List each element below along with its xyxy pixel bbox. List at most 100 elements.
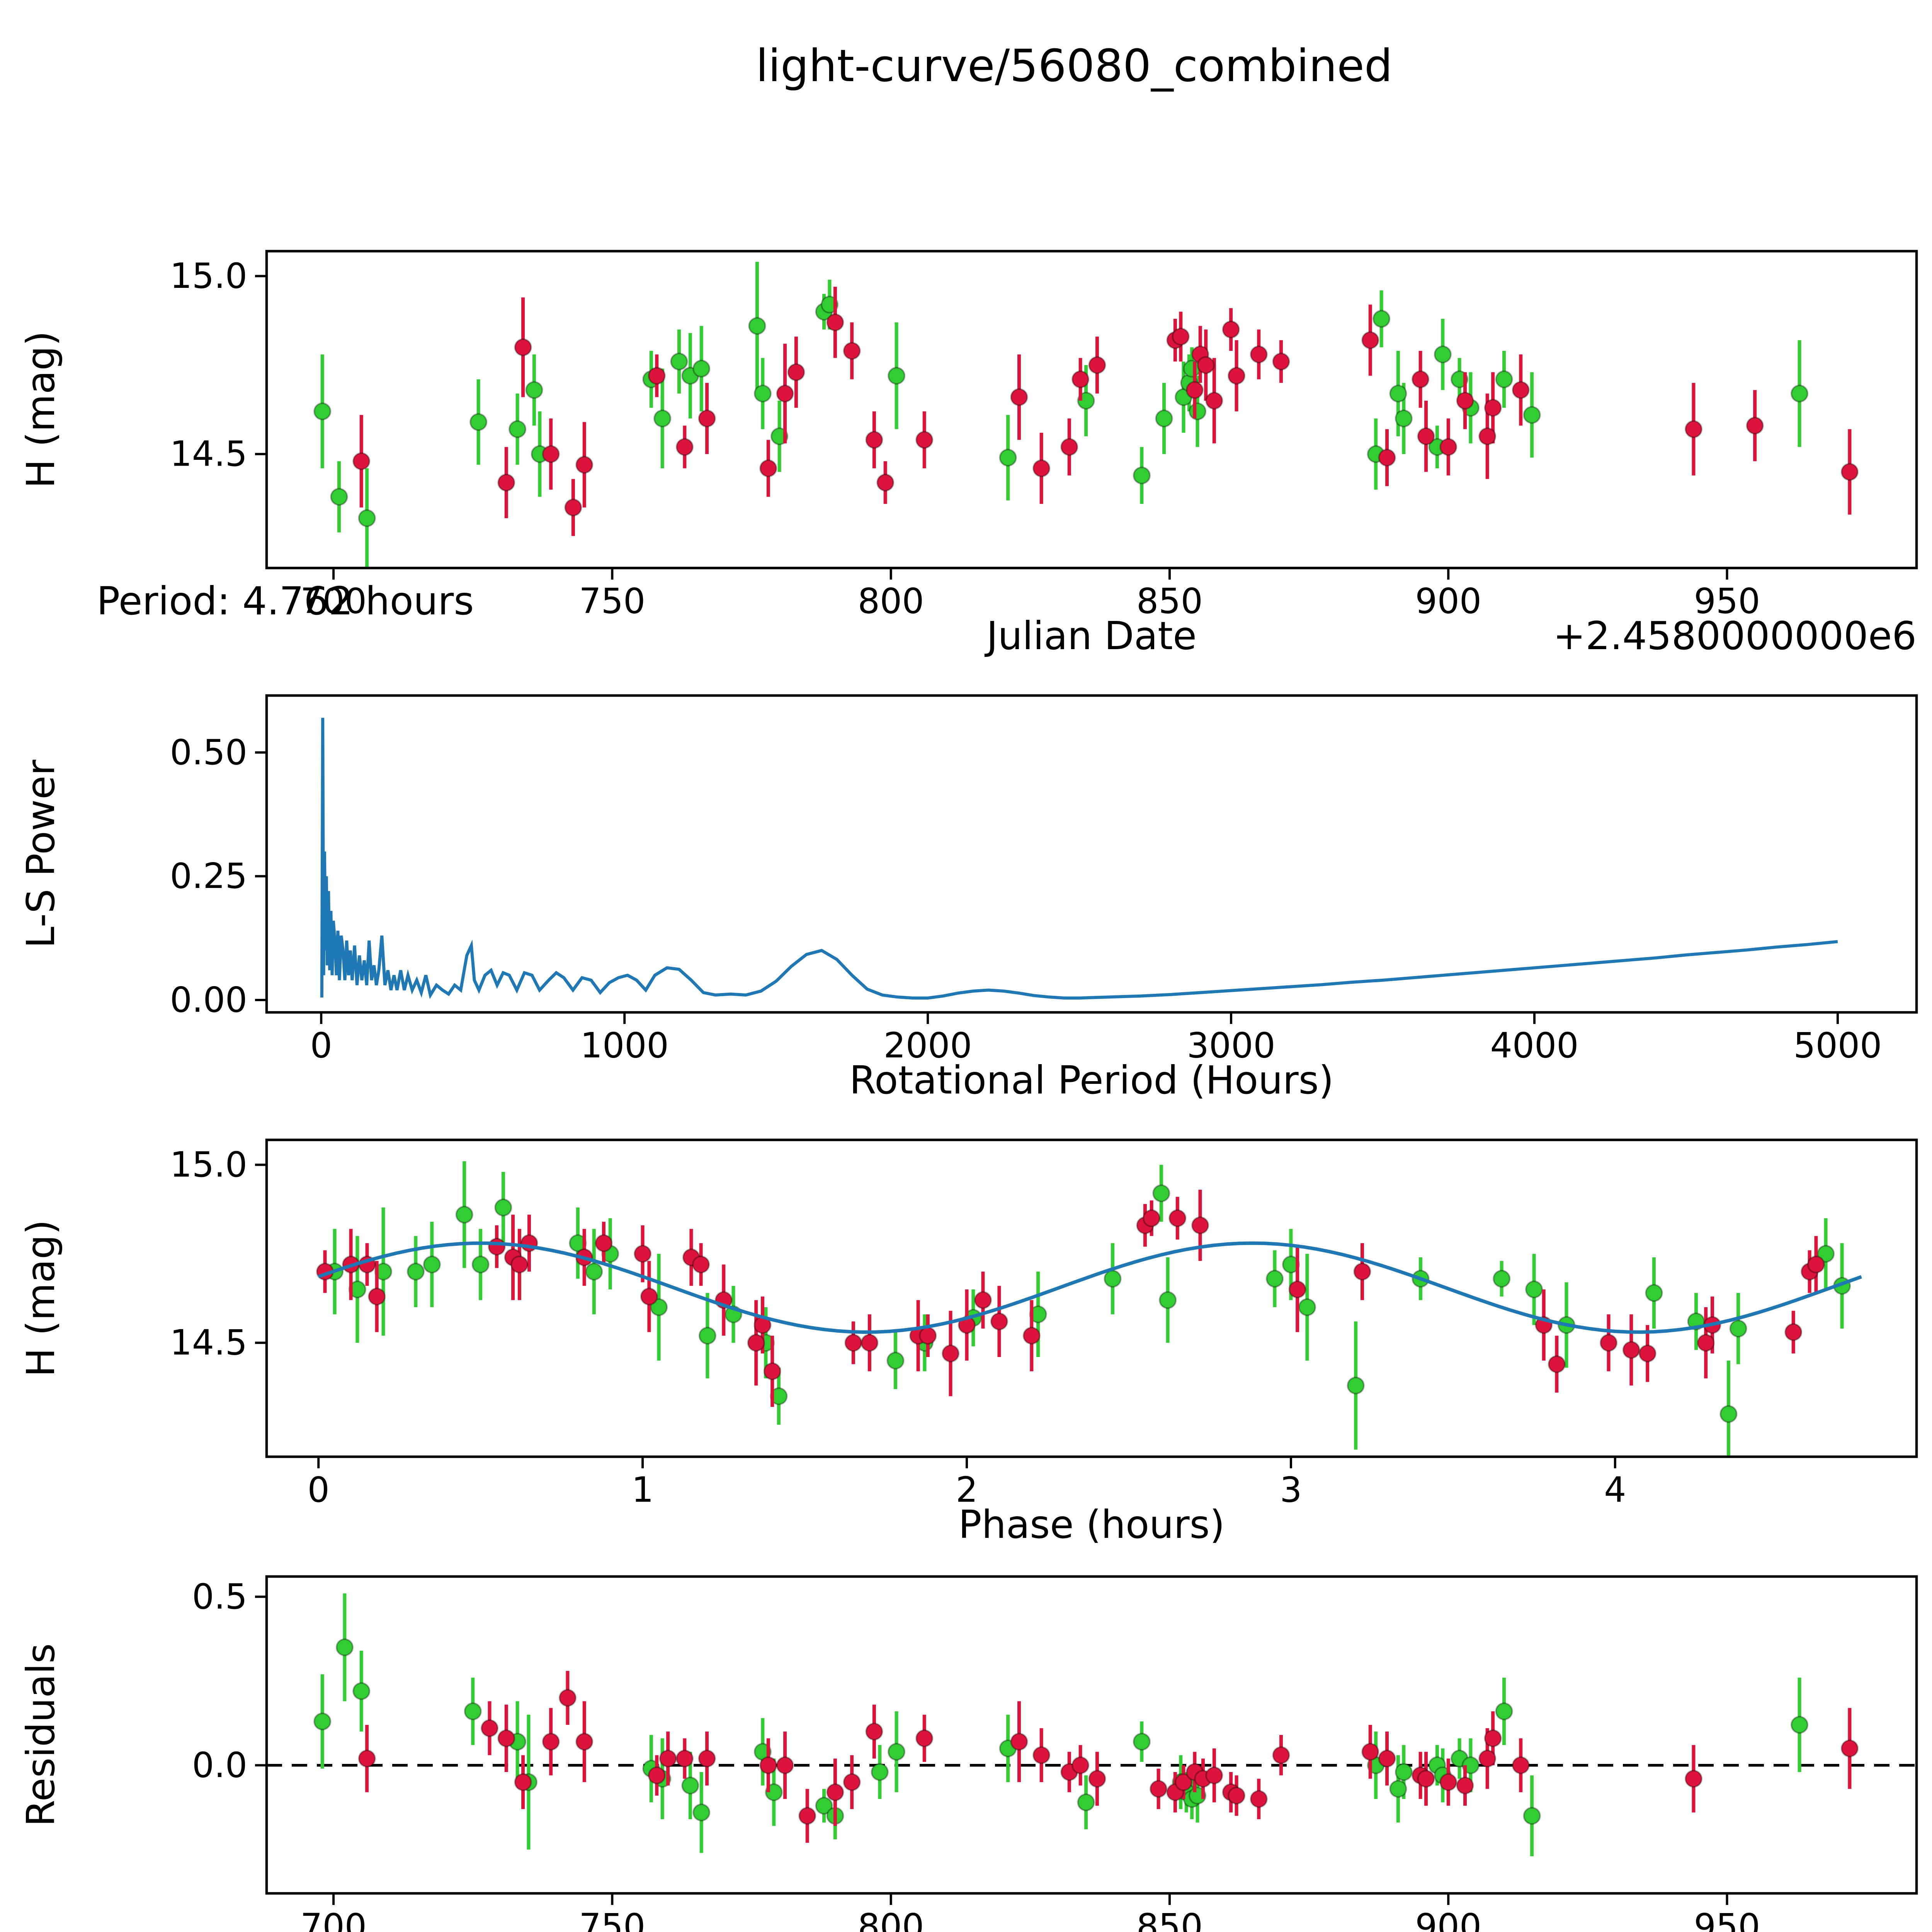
data-point xyxy=(497,1729,515,1747)
x-tick-label: 800 xyxy=(858,1906,924,1932)
data-point xyxy=(1143,1209,1161,1227)
data-point xyxy=(542,445,560,463)
data-point xyxy=(634,1245,652,1263)
data-point xyxy=(1159,1291,1177,1309)
x-offset-light-curve: +2.4580000000e6 xyxy=(1553,613,1917,658)
data-point xyxy=(1272,1746,1290,1764)
xlabel-periodogram: Rotational Period (Hours) xyxy=(849,1058,1334,1103)
plot-area xyxy=(320,718,1838,1000)
data-point xyxy=(1434,345,1452,364)
data-point xyxy=(787,363,805,381)
data-point xyxy=(1361,331,1379,349)
data-point xyxy=(469,413,488,431)
data-point xyxy=(1228,367,1246,385)
data-point xyxy=(471,1255,490,1274)
data-point xyxy=(313,402,332,420)
data-point xyxy=(575,1733,594,1751)
data-point xyxy=(659,1750,677,1768)
data-point xyxy=(330,488,348,506)
x-tick-label: 1000 xyxy=(580,1025,669,1066)
data-point xyxy=(1784,1323,1803,1341)
data-point xyxy=(1523,406,1541,424)
ylabel-light-curve: H (mag) xyxy=(18,331,63,488)
data-point xyxy=(681,1776,699,1794)
data-point xyxy=(1645,1284,1663,1302)
data-point xyxy=(358,1750,376,1768)
panel-periodogram: 0 1000 2000 3000 4000 5000 0.00 0.25 0.50 xyxy=(170,694,1918,1066)
x-tick-label: 950 xyxy=(1694,1906,1760,1932)
x-tick-label: 700 xyxy=(300,1906,367,1932)
panel-residuals: 700 750 800 850 900 950 0.0 0.5 xyxy=(192,1575,1918,1932)
data-point xyxy=(826,313,844,332)
data-point xyxy=(675,1750,694,1768)
x-tick-label: 3 xyxy=(1280,1469,1302,1510)
data-point xyxy=(564,498,582,517)
data-point xyxy=(1791,384,1809,403)
data-point xyxy=(1484,1729,1502,1747)
data-point xyxy=(1395,410,1413,428)
y-tick-label: 0.00 xyxy=(170,980,247,1020)
data-point xyxy=(1077,1793,1095,1811)
data-point xyxy=(1378,1750,1396,1768)
data-point xyxy=(335,1638,354,1656)
data-point xyxy=(753,384,772,403)
x-tick-label: 700 xyxy=(300,581,367,621)
panel-phase-folded: 0 1 2 3 4 14.5 15.0 xyxy=(170,1138,1918,1510)
data-point xyxy=(1272,352,1290,371)
data-point xyxy=(1197,356,1215,374)
data-point xyxy=(698,410,716,428)
x-tick-label: 800 xyxy=(858,581,924,621)
data-point xyxy=(1412,370,1430,388)
data-point xyxy=(1417,427,1435,446)
data-point xyxy=(1389,384,1407,403)
data-point xyxy=(886,1352,905,1370)
data-point xyxy=(514,338,532,356)
data-point xyxy=(1032,459,1051,478)
data-point xyxy=(585,1262,603,1281)
data-point xyxy=(915,1729,934,1747)
data-point xyxy=(1032,1746,1051,1764)
x-tick-label: 750 xyxy=(579,1906,645,1932)
x-tick-label: 850 xyxy=(1136,581,1203,621)
data-point xyxy=(1088,1770,1106,1788)
data-point xyxy=(865,1723,883,1741)
fit-curve xyxy=(318,1241,1862,1334)
data-point xyxy=(1719,1405,1738,1423)
data-point xyxy=(1791,1716,1809,1734)
x-tick-label: 750 xyxy=(579,581,645,621)
data-point xyxy=(1600,1334,1618,1352)
data-point xyxy=(1133,1733,1151,1751)
y-tick-label: 0.50 xyxy=(170,732,247,773)
data-point xyxy=(313,1713,332,1731)
data-point xyxy=(352,1682,371,1700)
data-point xyxy=(1512,1756,1530,1774)
data-point xyxy=(640,1287,658,1306)
data-point xyxy=(497,473,515,492)
data-point xyxy=(1523,1807,1541,1825)
data-point xyxy=(1512,381,1530,399)
data-point xyxy=(974,1291,992,1309)
x-tick-label: 900 xyxy=(1415,581,1481,621)
data-point xyxy=(1548,1355,1566,1373)
axes-box xyxy=(265,694,1918,1014)
data-point xyxy=(1175,1773,1193,1791)
data-point xyxy=(1684,1770,1702,1788)
data-point xyxy=(1185,381,1204,399)
axes-box xyxy=(265,250,1918,570)
data-point xyxy=(368,1287,386,1306)
data-point xyxy=(1439,438,1458,456)
data-point xyxy=(1389,1780,1407,1798)
data-point xyxy=(1638,1344,1656,1362)
xlabel-phase: Phase (hours) xyxy=(958,1502,1225,1547)
data-point xyxy=(1807,1255,1825,1274)
data-point xyxy=(1361,1743,1379,1761)
data-point xyxy=(1684,420,1702,438)
data-point xyxy=(763,1362,781,1380)
data-point xyxy=(542,1733,560,1751)
x-tick-label: 5000 xyxy=(1793,1025,1882,1066)
data-point xyxy=(748,317,766,335)
xlabel-light-curve: Julian Date xyxy=(984,613,1197,658)
data-point xyxy=(1152,1184,1170,1202)
data-point xyxy=(692,1255,710,1274)
